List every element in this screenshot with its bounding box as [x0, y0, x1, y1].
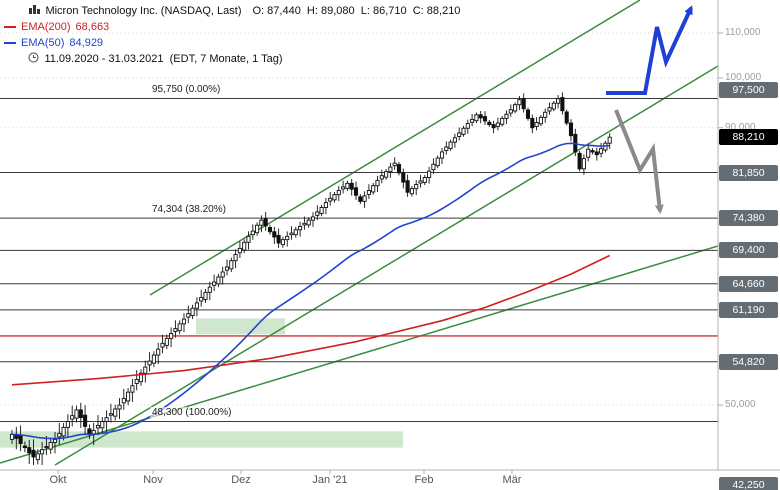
fibonacci-lines[interactable] [0, 97, 718, 422]
ema200-color-icon [4, 26, 16, 28]
ema50-line [11, 142, 610, 440]
chart-legend: Micron Technology Inc. (NASDAQ, Last) O:… [4, 3, 460, 67]
bull-scenario-arrow[interactable] [606, 5, 693, 95]
instrument-icon [4, 0, 41, 31]
ema200-label: EMA(200) [21, 21, 71, 33]
ema200-row[interactable]: EMA(200) 68,663 [4, 19, 460, 35]
support-zone-boxes[interactable] [0, 318, 403, 448]
trend-channel[interactable] [54, 0, 718, 466]
ema50-row[interactable]: EMA(50) 84,929 [4, 35, 460, 51]
ema50-value: 84,929 [69, 37, 104, 49]
ema200-value: 68,663 [75, 21, 110, 33]
candles-layer [9, 92, 612, 465]
bear-scenario-arrow[interactable] [614, 109, 664, 214]
ema200-line [11, 254, 611, 386]
clock-icon [4, 40, 39, 78]
long-term-trendline[interactable] [0, 245, 718, 464]
instrument-row[interactable]: Micron Technology Inc. (NASDAQ, Last) O:… [4, 3, 460, 19]
ema50-color-icon [4, 42, 16, 44]
ema50-label: EMA(50) [21, 37, 65, 49]
date-range-row[interactable]: 11.09.2020 - 31.03.2021 (EDT, 7 Monate, … [4, 51, 460, 67]
ohlc-values: O: 87,440 H: 89,080 L: 86,710 C: 88,210 [252, 5, 461, 17]
date-range-text: 11.09.2020 - 31.03.2021 (EDT, 7 Monate, … [44, 53, 283, 65]
gridlines-layer [0, 32, 718, 406]
plot-area[interactable] [0, 0, 718, 466]
instrument-name: Micron Technology Inc. (NASDAQ, Last) [45, 5, 242, 17]
